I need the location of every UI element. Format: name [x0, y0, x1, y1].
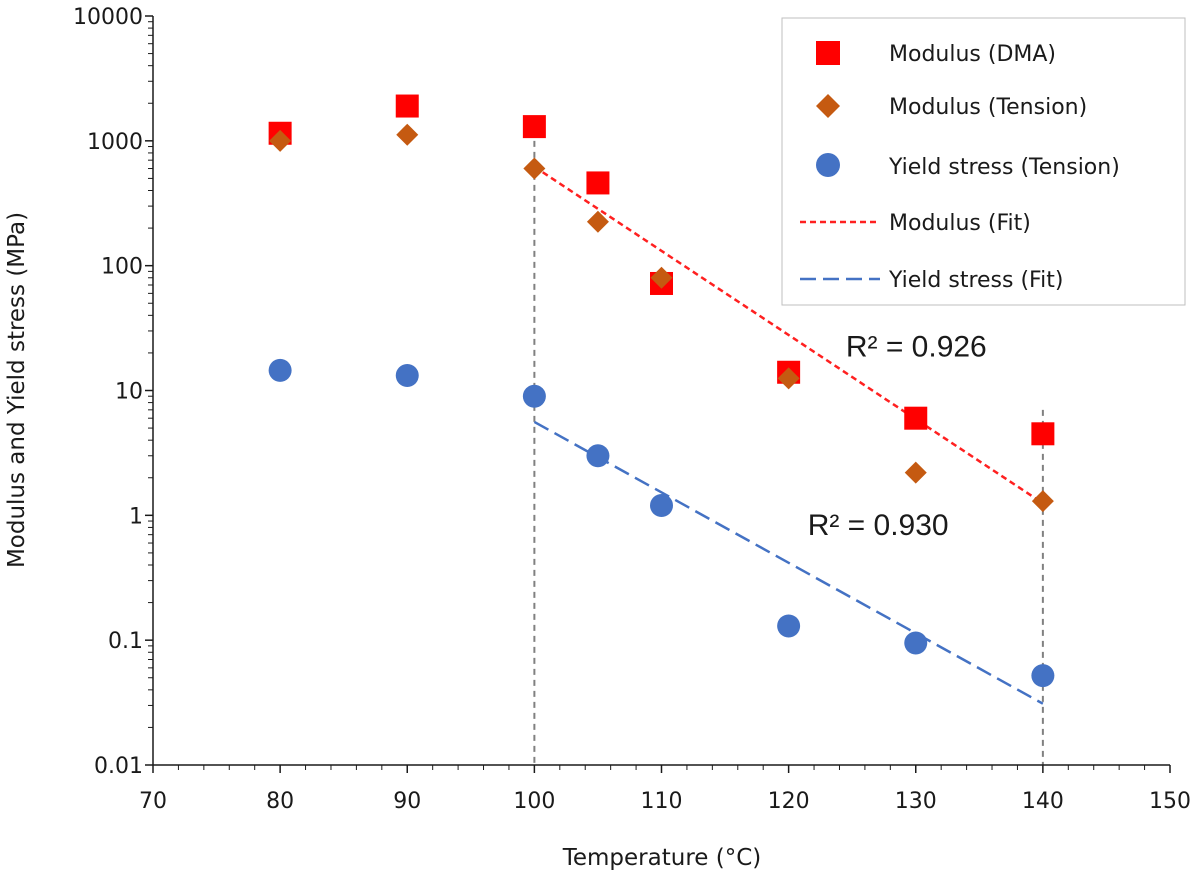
legend-label: Modulus (Tension) — [889, 95, 1087, 120]
modulus-tension-point — [523, 157, 546, 180]
legend-label: Modulus (DMA) — [889, 42, 1056, 67]
r-squared-annotations: R² = 0.926 R² = 0.930 — [808, 330, 987, 542]
x-tick-label: 130 — [895, 789, 937, 814]
yield-stress-point — [1031, 664, 1055, 688]
modulus-fit-line — [533, 165, 1044, 505]
x-tick-label: 120 — [768, 789, 810, 814]
yield-stress-point — [777, 614, 801, 638]
modulus-tension-point — [904, 461, 927, 484]
yield-stress-fit-line — [533, 420, 1044, 705]
modulus-tension-point — [777, 367, 800, 390]
yield-stress-point — [268, 358, 292, 382]
yield-stress-point — [522, 384, 546, 408]
y-tick-label: 10 — [115, 380, 143, 405]
yield-stress-point — [395, 363, 419, 387]
x-tick-label: 150 — [1149, 789, 1191, 814]
x-tick-label: 110 — [641, 789, 683, 814]
modulus-tension-point — [396, 123, 419, 146]
y-tick-label: 10000 — [73, 5, 143, 30]
modulus-tension-point — [269, 129, 292, 152]
fit-lines — [533, 165, 1044, 705]
x-axis-title: Temperature (°C) — [562, 845, 762, 871]
legend-item-yield-fit: Yield stress (Fit) — [800, 268, 1063, 293]
x-tick-label: 140 — [1022, 789, 1064, 814]
modulus-tension-point — [1031, 490, 1054, 513]
modulus-tension-point — [650, 266, 673, 289]
modulus-dma-point — [1031, 422, 1055, 446]
legend-label: Yield stress (Fit) — [888, 268, 1063, 293]
legend-marker-diamond — [816, 94, 840, 118]
reference-lines — [533, 118, 1044, 765]
modulus-dma-point — [522, 115, 546, 139]
legend-item-modulus-dma: Modulus (DMA) — [816, 41, 1056, 67]
r2-modulus-label: R² = 0.926 — [846, 330, 987, 363]
yield-stress-point — [904, 631, 928, 655]
legend-label: Yield stress (Tension) — [888, 155, 1120, 180]
y-tick-label: 100 — [101, 255, 143, 280]
x-tick-label: 100 — [513, 789, 555, 814]
y-tick-label: 0.01 — [94, 754, 143, 779]
legend-item-yield-tension: Yield stress (Tension) — [816, 153, 1120, 180]
legend: Modulus (DMA) Modulus (Tension) Yield st… — [781, 17, 1186, 306]
yield-stress-point — [586, 444, 610, 468]
x-tick-label: 70 — [139, 789, 167, 814]
x-tick-label: 90 — [393, 789, 421, 814]
legend-marker-circle — [816, 153, 840, 177]
legend-item-modulus-fit: Modulus (Fit) — [800, 211, 1031, 236]
modulus-dma-point — [904, 406, 928, 430]
data-points — [268, 94, 1055, 688]
legend-box — [781, 17, 1186, 306]
y-tick-label: 0.1 — [108, 629, 143, 654]
y-tick-label: 1000 — [87, 130, 143, 155]
modulus-tension-point — [586, 210, 609, 233]
r2-yield-label: R² = 0.930 — [808, 509, 949, 542]
y-axis-title: Modulus and Yield stress (MPa) — [4, 212, 30, 568]
y-tick-label: 1 — [129, 504, 143, 529]
legend-marker-square — [816, 41, 840, 65]
x-tick-label: 80 — [266, 789, 294, 814]
modulus-dma-point — [395, 94, 419, 118]
yield-stress-point — [650, 493, 673, 517]
modulus-dma-point — [586, 171, 610, 195]
legend-item-modulus-tension: Modulus (Tension) — [816, 94, 1087, 120]
legend-label: Modulus (Fit) — [889, 211, 1031, 236]
